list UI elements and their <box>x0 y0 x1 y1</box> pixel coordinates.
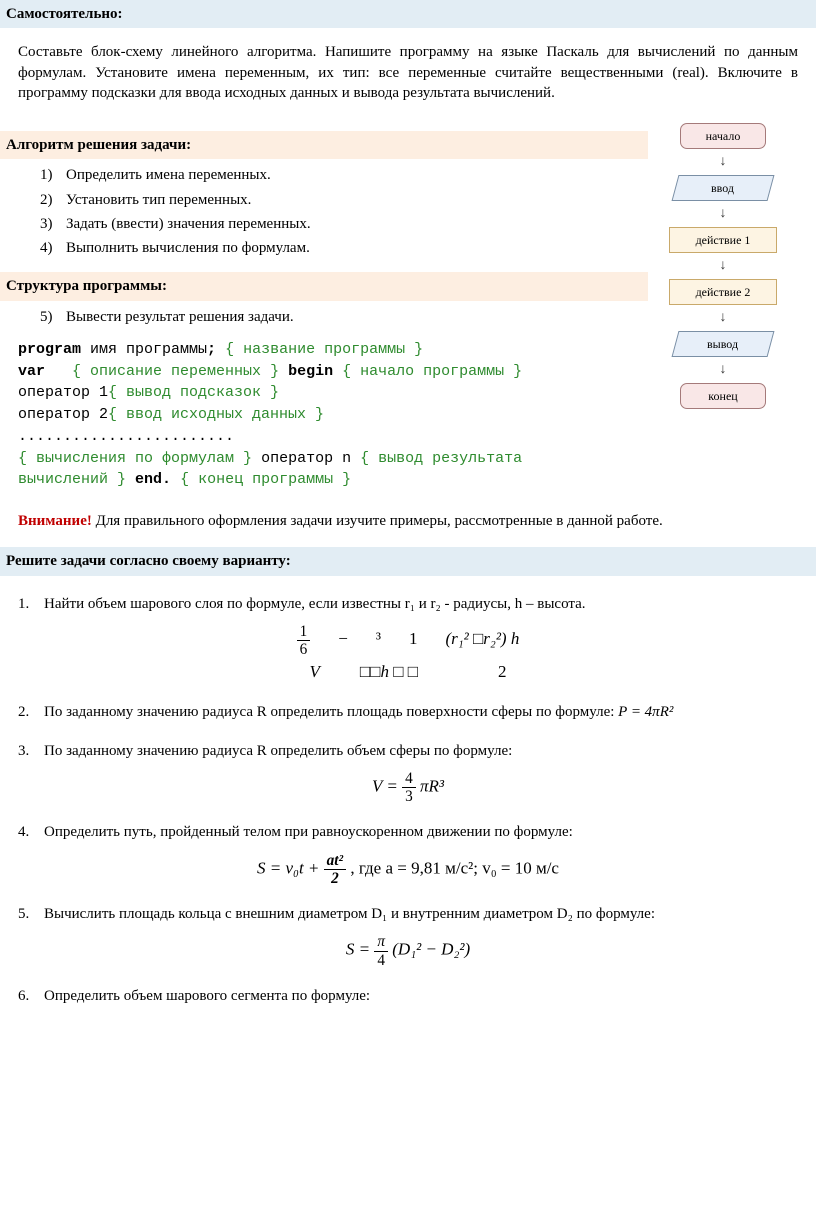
intro-paragraph: Составьте блок-схему линейного алгоритма… <box>18 42 798 103</box>
kw-program: program <box>18 341 81 358</box>
task-5: 5.Вычислить площадь кольца с внешним диа… <box>18 904 798 968</box>
arrow-icon: ↓ <box>720 363 727 377</box>
formula-1: 16 − ³ 1 (r₁² □r₂²) h V □□h □ □ 2 <box>18 624 798 685</box>
structure-steps: 5)Вывести результат решения задачи. <box>18 307 630 327</box>
pascal-code-template: program имя программы; { название програ… <box>18 339 548 491</box>
comment-vars: { описание переменных } <box>72 363 279 380</box>
comment-hint: { вывод подсказок } <box>108 384 279 401</box>
kw-begin: begin <box>288 363 333 380</box>
comment-progname: { название программы } <box>225 341 423 358</box>
flowchart: начало ↓ ввод ↓ действие 1 ↓ действие 2 … <box>648 117 798 409</box>
main-two-column: Алгоритм решения задачи: 1)Определить им… <box>18 117 798 503</box>
flow-start: начало <box>680 123 766 149</box>
step-5: 5)Вывести результат решения задачи. <box>40 307 630 327</box>
comment-begin: { начало программы } <box>342 363 522 380</box>
flow-output: вывод <box>672 331 775 357</box>
task-2: 2.По заданному значению радиуса R опреде… <box>18 702 798 722</box>
flow-end: конец <box>680 383 766 409</box>
header-self: Самостоятельно: <box>0 0 816 28</box>
arrow-icon: ↓ <box>720 207 727 221</box>
comment-input: { ввод исходных данных } <box>108 406 324 423</box>
arrow-icon: ↓ <box>720 259 727 273</box>
task-1: 1.Найти объем шарового слоя по формуле, … <box>18 594 798 685</box>
flow-input: ввод <box>672 175 775 201</box>
attention-note: Внимание! Для правильного оформления зад… <box>18 511 798 531</box>
task-list: 1.Найти объем шарового слоя по формуле, … <box>18 594 798 1007</box>
formula-2-inline: P = 4πR² <box>618 704 673 720</box>
step-1: 1)Определить имена переменных. <box>40 165 630 185</box>
arrow-icon: ↓ <box>720 311 727 325</box>
kw-var: var <box>18 363 45 380</box>
step-2: 2)Установить тип переменных. <box>40 190 630 210</box>
header-algorithm: Алгоритм решения задачи: <box>0 131 648 159</box>
step-4: 4)Выполнить вычисления по формулам. <box>40 238 630 258</box>
task-4: 4.Определить путь, пройденный телом при … <box>18 822 798 886</box>
comment-calc: { вычисления по формулам } <box>18 450 252 467</box>
flow-action2: действие 2 <box>669 279 777 305</box>
attention-label: Внимание! <box>18 513 92 529</box>
formula-3: V = 43 πR³ <box>18 771 798 805</box>
header-structure: Структура программы: <box>0 272 648 300</box>
algorithm-steps: 1)Определить имена переменных. 2)Установ… <box>18 165 630 258</box>
step-3: 3)Задать (ввести) значения переменных. <box>40 214 630 234</box>
header-solve: Решите задачи согласно своему варианту: <box>0 547 816 575</box>
comment-end: { конец программы } <box>180 471 351 488</box>
arrow-icon: ↓ <box>720 155 727 169</box>
formula-4: S = v₀t + at²2 , где a = 9,81 м/с²; v₀ =… <box>18 853 798 887</box>
task-3: 3.По заданному значению радиуса R опреде… <box>18 741 798 805</box>
task-6: 6.Определить объем шарового сегмента по … <box>18 986 798 1006</box>
formula-5: S = π4 (D₁² − D₂²) <box>18 934 798 968</box>
flow-action1: действие 1 <box>669 227 777 253</box>
kw-end: end. <box>135 471 171 488</box>
